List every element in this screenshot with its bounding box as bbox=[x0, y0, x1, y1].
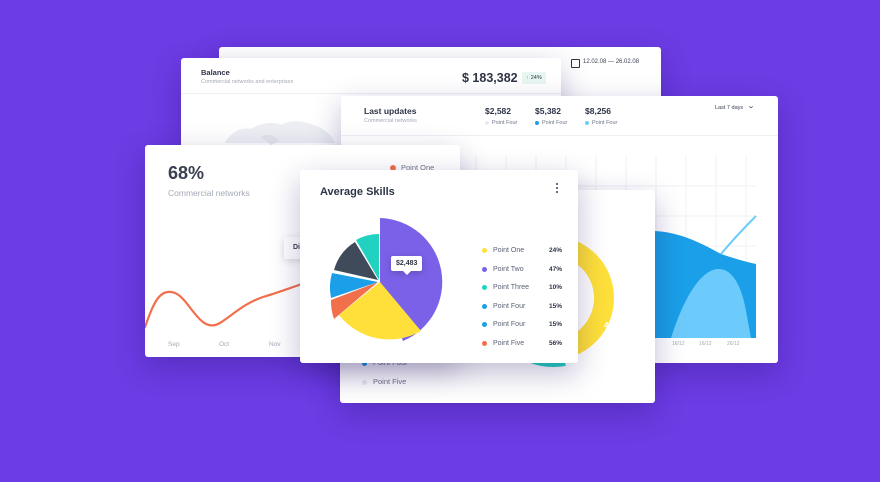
legend-percent: 15% bbox=[548, 303, 562, 310]
pie-slice-slate bbox=[334, 242, 378, 280]
pie-slice-point-one bbox=[339, 282, 421, 340]
period-select[interactable]: Last 7 days bbox=[715, 105, 744, 111]
date-range-label[interactable]: 12.02.08 — 26.02.08 bbox=[583, 59, 640, 65]
legend-row: Point One 24% bbox=[482, 247, 562, 254]
stat-label: Point Four bbox=[492, 120, 518, 126]
legend-label: Point Two bbox=[493, 266, 524, 273]
legend-row: Point Three 10% bbox=[482, 284, 562, 291]
legend-label: Point Four bbox=[493, 321, 526, 328]
legend-item: Point One bbox=[390, 163, 434, 172]
pie-slice-point-three bbox=[356, 233, 379, 280]
x-tick-label: Nov bbox=[269, 341, 281, 348]
legend-dot bbox=[362, 360, 367, 366]
updates-title: Last updates bbox=[364, 106, 417, 116]
legend-percent: 47% bbox=[548, 266, 562, 273]
line-series bbox=[145, 281, 305, 329]
line-subtitle: Commercial networks bbox=[168, 188, 250, 198]
stat-value: $5,382 bbox=[535, 106, 561, 116]
calendar-icon[interactable] bbox=[571, 59, 580, 68]
legend-dot bbox=[390, 165, 396, 172]
legend-percent: 24% bbox=[548, 247, 562, 254]
balance-subtitle: Commercial networks and enterprises bbox=[201, 79, 294, 85]
balance-amount: $ 183,382 bbox=[462, 71, 518, 85]
donut-label: 48% bbox=[604, 321, 620, 330]
divider bbox=[181, 93, 561, 94]
legend-row: Point Five 56% bbox=[482, 340, 562, 347]
pie-slice-point-five bbox=[330, 282, 378, 319]
legend-dot bbox=[482, 284, 487, 290]
legend-dot bbox=[482, 321, 487, 327]
pie-slice-point-four bbox=[329, 273, 378, 298]
legend-label: Point One bbox=[493, 247, 525, 254]
x-tick-label: Sep bbox=[168, 341, 180, 348]
stat-label: Point Four bbox=[592, 120, 618, 126]
x-tick-label: 26/12 bbox=[727, 341, 740, 347]
legend-label: Point Four bbox=[493, 303, 526, 310]
stat-label: Point Four bbox=[542, 120, 568, 126]
legend-dot bbox=[485, 120, 489, 125]
legend-percent: 10% bbox=[548, 284, 562, 291]
legend-item: Point Five bbox=[362, 377, 406, 386]
legend-dot bbox=[482, 247, 487, 253]
percent-value: 68% bbox=[168, 163, 205, 183]
pie-tooltip: $2,483 bbox=[391, 256, 423, 275]
more-options-icon[interactable] bbox=[556, 183, 560, 195]
legend-row: Point Four 15% bbox=[482, 321, 562, 328]
legend-dot bbox=[585, 120, 589, 125]
legend-dot bbox=[482, 303, 487, 309]
average-skills-card: Average Skills $2,483 Point One 24% Point… bbox=[300, 170, 578, 363]
pie-chart bbox=[329, 218, 443, 341]
legend-label: Point One bbox=[401, 163, 435, 172]
x-tick-label: 16/12 bbox=[699, 341, 712, 347]
area-series-light-blue bbox=[671, 268, 751, 338]
stat-value: $8,256 bbox=[585, 106, 611, 116]
legend-dot bbox=[362, 379, 367, 385]
legend-dot bbox=[535, 120, 539, 125]
x-tick-label: Oct bbox=[219, 341, 230, 348]
arrow-up-icon: ↑ bbox=[526, 75, 529, 81]
legend-percent: 15% bbox=[548, 321, 562, 328]
legend-dot bbox=[482, 266, 487, 272]
balance-title: Balance bbox=[201, 68, 230, 77]
updates-subtitle: Commercial networks bbox=[364, 118, 417, 124]
legend-label: Point Five bbox=[493, 340, 525, 347]
stat-item: $2,582 Point Four bbox=[485, 106, 517, 126]
card-title: Average Skills bbox=[320, 186, 395, 198]
divider bbox=[341, 135, 778, 136]
legend-dot bbox=[482, 340, 487, 346]
world-map-icon bbox=[225, 121, 335, 145]
stat-value: $2,582 bbox=[485, 106, 511, 116]
x-tick-label: 16/12 bbox=[672, 341, 685, 347]
line-chart bbox=[145, 281, 305, 329]
legend-label: Point Three bbox=[493, 284, 530, 291]
chevron-down-icon[interactable]: ⌄ bbox=[746, 103, 756, 110]
legend-label: Point Five bbox=[373, 377, 407, 386]
growth-badge-value: 24% bbox=[530, 75, 542, 81]
growth-badge: ↑ 24% bbox=[522, 72, 546, 84]
stat-item: $5,382 Point Four bbox=[535, 106, 567, 126]
area-line bbox=[720, 215, 757, 255]
stat-item: $8,256 Point Four bbox=[585, 106, 617, 126]
legend-row: Point Four 15% bbox=[482, 303, 562, 310]
legend-row: Point Two 47% bbox=[482, 266, 562, 273]
legend-percent: 56% bbox=[548, 340, 562, 347]
